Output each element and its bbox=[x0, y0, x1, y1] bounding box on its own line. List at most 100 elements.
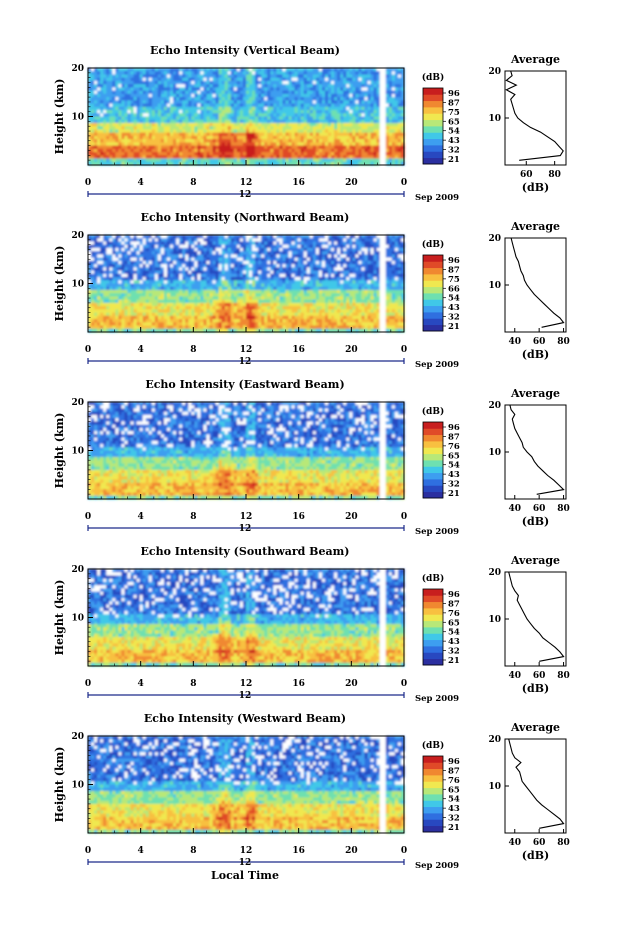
heatmap-cell bbox=[246, 74, 250, 79]
heatmap-cell bbox=[367, 100, 372, 105]
heatmap-cell bbox=[306, 87, 311, 92]
heatmap-cell bbox=[337, 80, 341, 85]
heatmap-cell bbox=[261, 74, 265, 79]
heatmap-cell bbox=[157, 93, 162, 98]
heatmap-cell bbox=[106, 93, 110, 98]
heatmap-cell bbox=[318, 77, 323, 82]
heatmap-cell bbox=[325, 68, 329, 72]
heatmap-cell bbox=[340, 90, 344, 95]
heatmap-cell bbox=[209, 97, 214, 101]
heatmap-cell bbox=[163, 77, 168, 82]
heatmap-cell bbox=[346, 74, 350, 79]
heatmap-cell bbox=[276, 74, 281, 79]
heatmap-cell bbox=[325, 100, 329, 105]
heatmap-cell bbox=[312, 68, 317, 72]
heatmap-cell bbox=[157, 100, 162, 105]
heatmap-cell bbox=[154, 100, 159, 105]
heatmap-cell bbox=[394, 100, 399, 105]
heatmap-cell bbox=[160, 103, 165, 108]
heatmap-cell bbox=[376, 87, 381, 92]
heatmap-cell bbox=[239, 97, 244, 101]
heatmap-cell bbox=[103, 84, 107, 88]
heatmap-cell bbox=[264, 106, 268, 111]
heatmap-cell bbox=[267, 93, 271, 98]
heatmap-cell bbox=[355, 84, 360, 88]
heatmap-cell bbox=[148, 71, 153, 76]
heatmap-cell bbox=[382, 84, 387, 88]
heatmap-cell bbox=[91, 106, 95, 111]
heatmap-cell bbox=[382, 97, 387, 101]
heatmap-cell bbox=[115, 100, 119, 105]
heatmap-cell bbox=[112, 106, 116, 111]
heatmap-cell bbox=[182, 90, 186, 95]
heatmap-cell bbox=[334, 77, 338, 82]
heatmap-cell bbox=[227, 100, 232, 105]
heatmap-cell bbox=[373, 68, 378, 72]
heatmap-cell bbox=[130, 97, 135, 101]
heatmap-cell bbox=[163, 110, 168, 114]
heatmap-cell bbox=[112, 93, 116, 98]
heatmap-cell bbox=[279, 68, 284, 72]
heatmap-cell bbox=[91, 103, 95, 108]
heatmap-cell bbox=[133, 113, 138, 118]
heatmap-cell bbox=[151, 113, 156, 118]
heatmap-cell bbox=[373, 100, 378, 105]
heatmap-cell bbox=[236, 100, 241, 105]
heatmap-cell bbox=[106, 87, 110, 92]
heatmap-cell bbox=[139, 100, 144, 105]
heatmap-cell bbox=[258, 74, 262, 79]
heatmap-cell bbox=[337, 84, 341, 88]
heatmap-cell bbox=[212, 110, 217, 114]
heatmap-cell bbox=[224, 90, 229, 95]
heatmap-cell bbox=[188, 80, 192, 85]
heatmap-cell bbox=[300, 106, 305, 111]
heatmap-cell bbox=[112, 71, 116, 76]
heatmap-cell bbox=[97, 77, 101, 82]
heatmap-cell bbox=[191, 77, 195, 82]
heatmap-cell bbox=[167, 103, 171, 108]
heatmap-cell bbox=[394, 93, 399, 98]
x-tick-label: 16 bbox=[292, 178, 305, 188]
heatmap-cell bbox=[300, 110, 305, 114]
heatmap-cell bbox=[221, 84, 226, 88]
average-frame bbox=[504, 70, 567, 166]
heatmap-cell bbox=[315, 87, 320, 92]
heatmap-cell bbox=[373, 106, 378, 111]
heatmap-cell bbox=[334, 106, 338, 111]
heatmap-cell bbox=[382, 90, 387, 95]
heatmap-cell bbox=[291, 103, 296, 108]
heatmap-cell bbox=[276, 106, 281, 111]
heatmap-cell bbox=[297, 74, 302, 79]
heatmap-cell bbox=[400, 84, 405, 88]
heatmap-cell bbox=[136, 84, 141, 88]
heatmap-cell bbox=[318, 97, 323, 101]
colorbar-segment bbox=[423, 145, 443, 152]
heatmap-cell bbox=[227, 74, 232, 79]
heatmap-cell bbox=[273, 77, 277, 82]
heatmap-cell bbox=[315, 90, 320, 95]
heatmap-cell bbox=[309, 71, 314, 76]
heatmap-cell bbox=[349, 80, 353, 85]
heatmap-cell bbox=[218, 103, 223, 108]
heatmap-cell bbox=[294, 71, 299, 76]
heatmap-cell bbox=[170, 97, 174, 101]
heatmap-cell bbox=[303, 77, 308, 82]
heatmap-cell bbox=[209, 93, 214, 98]
heatmap-cell bbox=[203, 113, 208, 118]
heatmap-cell bbox=[100, 80, 104, 85]
heatmap-cell bbox=[349, 84, 353, 88]
heatmap-cell bbox=[154, 84, 159, 88]
heatmap-cell bbox=[364, 84, 369, 88]
heatmap-cell bbox=[358, 77, 363, 82]
heatmap-cell bbox=[349, 100, 353, 105]
heatmap-cell bbox=[337, 97, 341, 101]
heatmap-cell bbox=[151, 74, 156, 79]
heatmap-cell bbox=[103, 77, 107, 82]
heatmap-cell bbox=[94, 77, 98, 82]
heatmap-cell bbox=[94, 93, 98, 98]
heatmap-cell bbox=[139, 113, 144, 118]
heatmap-cell bbox=[182, 71, 186, 76]
heatmap-cell bbox=[94, 106, 98, 111]
heatmap-cell bbox=[191, 93, 195, 98]
heatmap-cell bbox=[218, 68, 223, 72]
